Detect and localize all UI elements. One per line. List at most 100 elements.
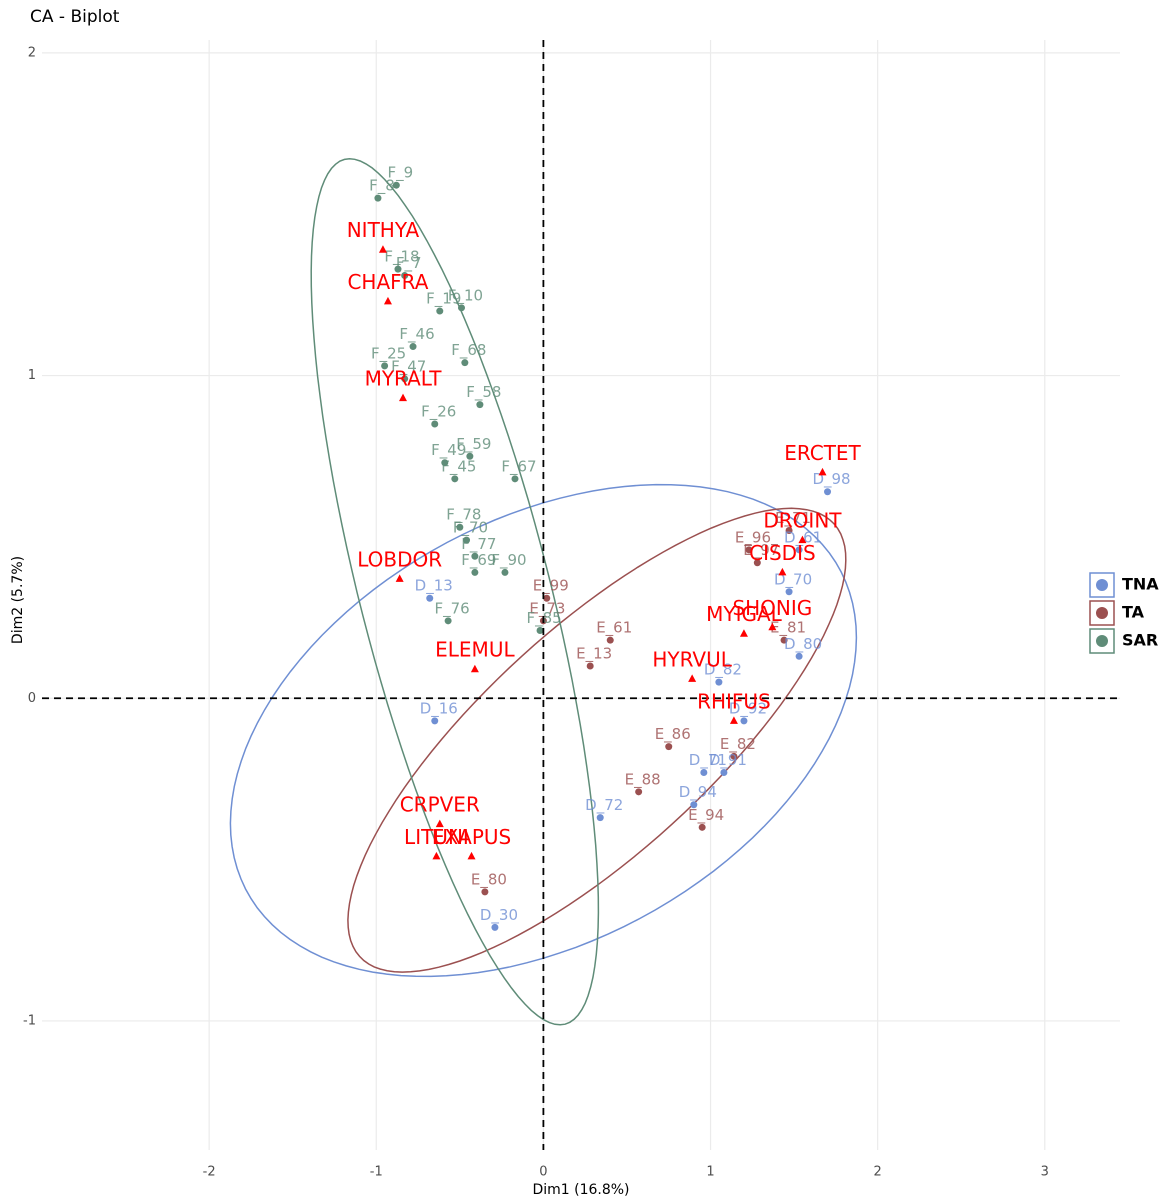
point <box>596 814 604 822</box>
y-axis-label: Dim2 (5.7%) <box>10 556 26 644</box>
point-label: E_13 <box>576 644 612 663</box>
point <box>785 588 793 596</box>
y-tick-label: 1 <box>28 368 36 383</box>
point <box>785 526 793 534</box>
point-label: F_70 <box>453 519 488 538</box>
species-marker <box>739 629 748 637</box>
species-label: LITUNI <box>404 825 469 849</box>
point-label: F_69 <box>461 551 496 570</box>
point <box>431 717 439 725</box>
x-tick-label: 3 <box>1041 1165 1049 1180</box>
chart-title: CA - Biplot <box>30 7 120 27</box>
species-marker <box>383 296 392 305</box>
point-label: F_46 <box>399 325 434 344</box>
species-marker <box>395 574 404 582</box>
point <box>730 752 738 760</box>
point <box>456 523 464 531</box>
x-tick-label: 2 <box>874 1165 882 1180</box>
point-label: F_45 <box>441 457 476 476</box>
point-label: F_18 <box>384 248 419 267</box>
species-label: CISDIS <box>749 541 816 565</box>
point <box>476 401 484 409</box>
point <box>401 272 409 280</box>
legend-label: TA <box>1122 603 1145 622</box>
point <box>536 626 544 634</box>
species-label: ELEMUL <box>435 638 515 662</box>
point <box>426 594 434 602</box>
species-marker <box>399 393 408 402</box>
point-label: D_92 <box>729 699 767 718</box>
point <box>753 559 761 567</box>
point <box>466 452 474 460</box>
point-label: E_73 <box>529 599 565 618</box>
species-marker <box>768 622 777 631</box>
point <box>381 362 389 370</box>
point-label: F_7 <box>396 254 422 273</box>
point-label: F_59 <box>456 435 491 454</box>
point <box>690 801 698 809</box>
point-label: D_82 <box>704 661 742 680</box>
point <box>586 662 594 670</box>
point-label: E_71 <box>775 509 811 528</box>
point <box>740 717 748 725</box>
point-label: D_30 <box>480 906 518 925</box>
species-marker <box>729 716 738 724</box>
point <box>444 617 452 625</box>
ellipse <box>347 507 847 973</box>
x-tick-label: -2 <box>203 1165 216 1180</box>
species-label: DROINT <box>763 509 842 533</box>
point-label: F_78 <box>446 506 481 525</box>
point-label: D_98 <box>812 470 850 489</box>
legend-dot <box>1096 607 1108 619</box>
point <box>458 304 466 312</box>
point-label: F_90 <box>491 551 526 570</box>
point-label: D_91 <box>709 751 747 770</box>
point <box>401 375 409 383</box>
legend-dot <box>1096 635 1108 647</box>
point-label: F_58 <box>466 383 501 402</box>
point <box>471 568 479 576</box>
point-label: E_97 <box>743 541 779 560</box>
legend-label: TNA <box>1122 575 1159 594</box>
species-label: LOBDOR <box>357 547 442 571</box>
species-label: CHAFRA <box>347 270 428 294</box>
species-label: CRPVER <box>400 793 480 817</box>
labels: D_98D_61D_70D_80D_82D_92D_91D_71D_94D_72… <box>369 164 850 925</box>
point <box>543 594 551 602</box>
x-axis-label: Dim1 (16.8%) <box>532 1182 629 1198</box>
point <box>606 636 614 644</box>
point <box>715 678 723 686</box>
point <box>780 636 788 644</box>
point-label: F_76 <box>435 599 470 618</box>
grid <box>42 40 1120 1150</box>
point <box>795 546 803 554</box>
species-marker <box>778 567 787 576</box>
species-marker <box>798 535 807 544</box>
point-label: E_82 <box>720 735 756 754</box>
point <box>698 823 706 831</box>
species-label: RHIFUS <box>697 689 771 713</box>
point-label: F_77 <box>461 535 496 554</box>
point <box>481 888 489 896</box>
point <box>471 552 479 560</box>
point-label: F_19 <box>426 290 461 309</box>
species-label: NITHYA <box>347 218 420 242</box>
point <box>394 265 402 273</box>
point <box>461 359 469 367</box>
point <box>491 923 499 931</box>
point-label: E_80 <box>471 870 507 889</box>
y-tick-label: 0 <box>28 691 36 706</box>
point <box>720 768 728 776</box>
point-label: E_81 <box>770 619 806 638</box>
species-marker <box>378 245 387 253</box>
point <box>511 475 519 483</box>
species-label: ERCTET <box>784 441 861 465</box>
point-label: D_80 <box>784 635 822 654</box>
point-label: F_49 <box>431 441 466 460</box>
point <box>441 459 449 467</box>
point-label: D_94 <box>679 783 717 802</box>
x-tick-label: 1 <box>706 1165 714 1180</box>
point-label: F_68 <box>451 341 486 360</box>
species-marker <box>818 467 827 476</box>
point-label: F_9 <box>387 164 413 183</box>
